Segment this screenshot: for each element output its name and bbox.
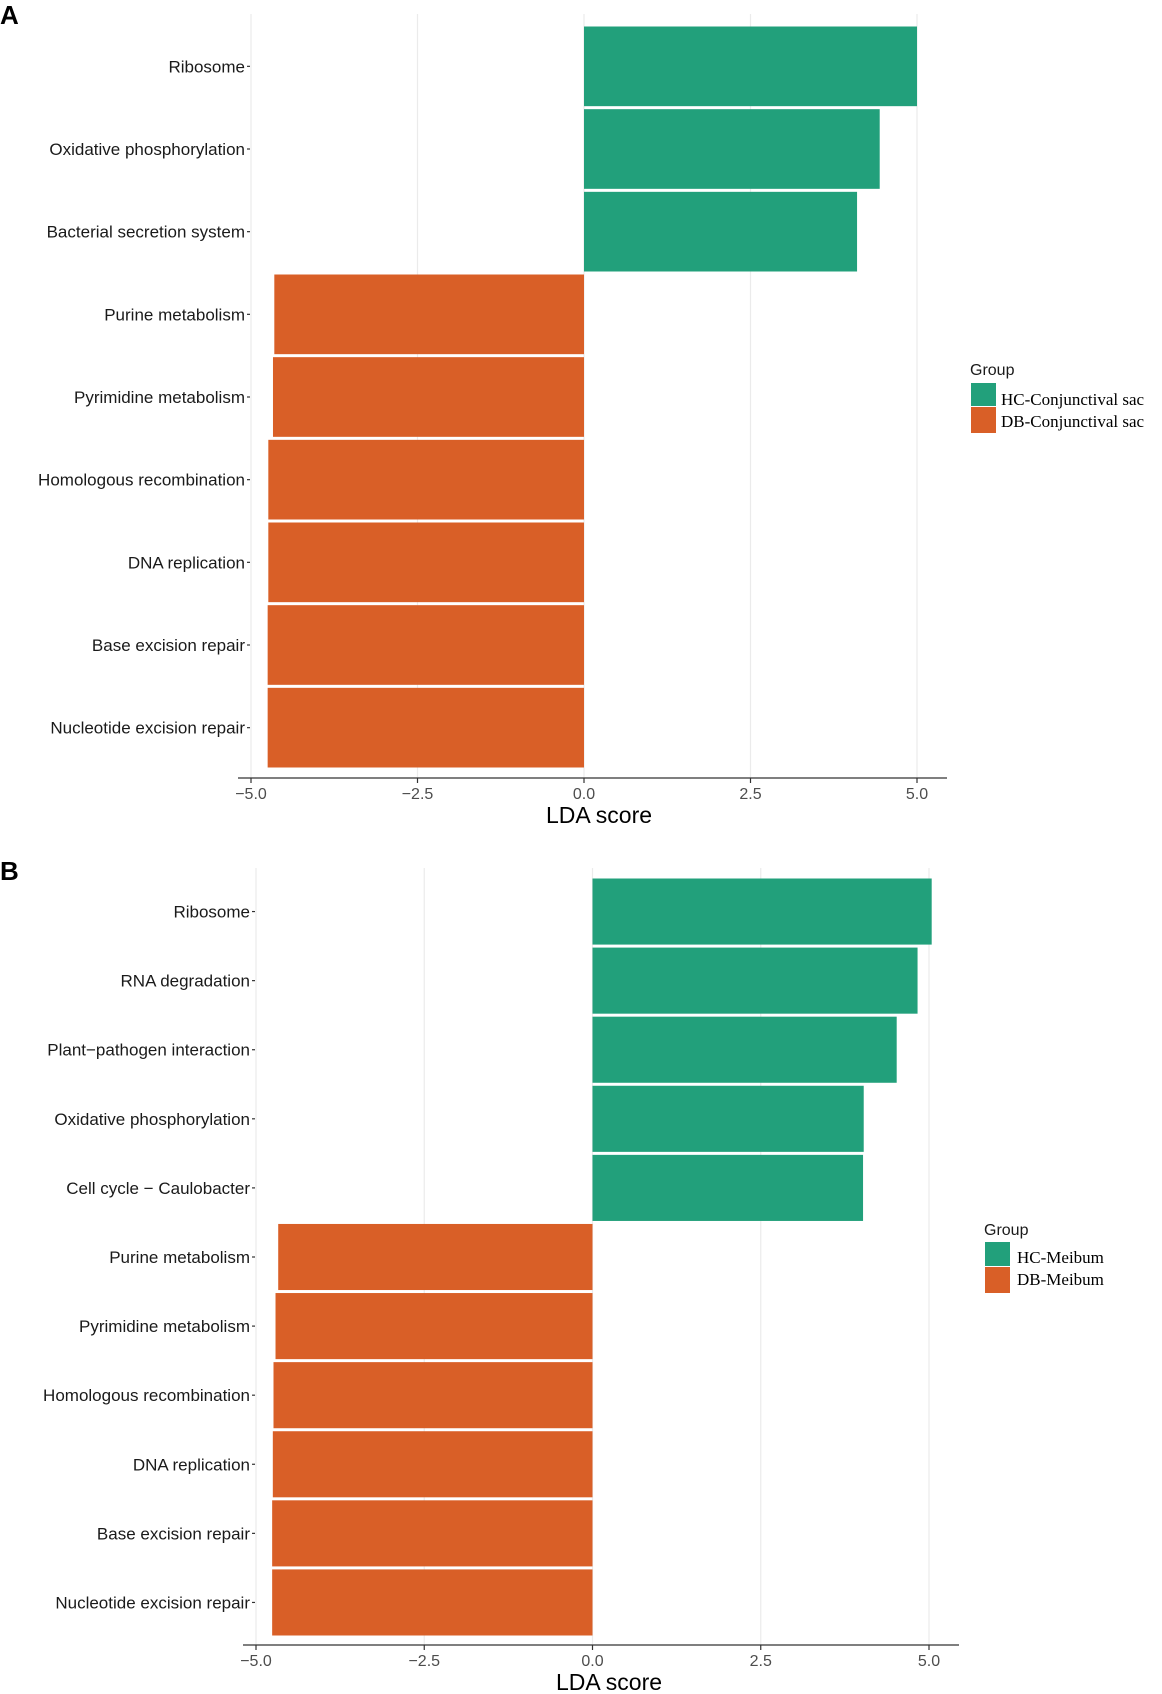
- panel-a-legend-label-hc: HC-Conjunctival sac: [1001, 390, 1145, 409]
- panel-b-legend: Group HC-Meibum DB-Meibum: [984, 1222, 1104, 1293]
- bar: [272, 357, 584, 437]
- category-label: Oxidative phosphorylation: [49, 140, 245, 159]
- category-label: DNA replication: [128, 553, 245, 572]
- bar: [584, 109, 880, 189]
- bar: [272, 1569, 593, 1636]
- category-label: Ribosome: [173, 903, 250, 922]
- x-tick-label: 2.5: [739, 786, 761, 803]
- panel-a-category-labels: Ribosome Oxidative phosphorylation Bacteri…: [38, 57, 250, 738]
- bar: [278, 1223, 593, 1291]
- x-tick-label: −2.5: [402, 786, 434, 803]
- category-label: Bacterial secretion system: [47, 223, 245, 242]
- panel-b-legend-swatch-hc: [985, 1242, 1010, 1266]
- category-label: Purine metabolism: [109, 1248, 250, 1267]
- panel-a-x-axis-title: LDA score: [546, 802, 652, 828]
- bar: [275, 1293, 593, 1360]
- category-label: Base excision repair: [97, 1524, 250, 1543]
- x-tick-label: −5.0: [240, 1653, 272, 1670]
- panel-b-legend-label-db: DB-Meibum: [1017, 1270, 1104, 1289]
- panel-a-legend-swatch-db: [971, 407, 996, 433]
- bar: [584, 26, 917, 107]
- x-tick-label: 5.0: [918, 1653, 940, 1670]
- bar: [592, 1085, 864, 1152]
- category-label: Ribosome: [168, 57, 245, 76]
- panel-b-legend-label-hc: HC-Meibum: [1017, 1248, 1104, 1267]
- category-label: Homologous recombination: [38, 471, 245, 490]
- category-label: Nucleotide excision repair: [50, 719, 245, 738]
- panel-a-letter: A: [0, 0, 19, 30]
- bar: [268, 439, 584, 520]
- panel-b-x-axis: −5.0 −2.5 0.0 2.5 5.0: [240, 1644, 959, 1670]
- category-label: Homologous recombination: [43, 1386, 250, 1405]
- bar: [267, 687, 584, 768]
- category-label: Plant−pathogen interaction: [47, 1041, 250, 1060]
- panel-a-legend-label-db: DB-Conjunctival sac: [1001, 412, 1145, 431]
- panel-a: A Ribosome Oxidative phosphorylation Bacte…: [0, 0, 1145, 828]
- panel-a-bars: [267, 26, 917, 768]
- x-tick-label: −2.5: [408, 1653, 440, 1670]
- bar: [272, 1500, 593, 1567]
- bar: [584, 191, 858, 272]
- panel-a-legend-title: Group: [970, 362, 1015, 379]
- panel-a-legend: Group HC-Conjunctival sac DB-Conjunctiva…: [970, 362, 1145, 433]
- bar: [273, 1362, 593, 1429]
- category-label: Cell cycle − Caulobacter: [66, 1179, 250, 1198]
- category-label: Pyrimidine metabolism: [79, 1317, 250, 1336]
- x-tick-label: 5.0: [906, 786, 928, 803]
- panel-b-bars: [272, 878, 932, 1636]
- bar: [268, 522, 584, 603]
- x-tick-label: 2.5: [750, 1653, 772, 1670]
- x-tick-label: 0.0: [581, 1653, 603, 1670]
- panel-a-legend-swatch-hc: [971, 383, 996, 406]
- bar: [592, 878, 932, 945]
- panel-b-letter: B: [0, 856, 19, 886]
- category-label: DNA replication: [133, 1455, 250, 1474]
- category-label: Pyrimidine metabolism: [74, 388, 245, 407]
- panel-b-x-axis-title: LDA score: [556, 1669, 662, 1694]
- panel-b: B Ribosome RNA degradation Plant−pathogen …: [0, 856, 1104, 1694]
- category-label: Purine metabolism: [104, 305, 245, 324]
- category-label: RNA degradation: [121, 972, 250, 991]
- panel-a-x-axis: −5.0 −2.5 0.0 2.5 5.0: [235, 777, 947, 803]
- bar: [592, 1016, 897, 1083]
- bar: [592, 947, 918, 1014]
- category-label: Oxidative phosphorylation: [54, 1110, 250, 1129]
- panel-b-legend-title: Group: [984, 1222, 1029, 1239]
- bar: [592, 1154, 864, 1221]
- panel-b-legend-swatch-db: [985, 1267, 1010, 1293]
- panel-b-category-labels: Ribosome RNA degradation Plant−pathogen in…: [43, 903, 255, 1612]
- x-tick-label: −5.0: [235, 786, 267, 803]
- category-label: Base excision repair: [92, 636, 245, 655]
- bar: [274, 274, 584, 355]
- bar: [272, 1431, 593, 1498]
- bar: [267, 605, 584, 685]
- x-tick-label: 0.0: [573, 786, 595, 803]
- category-label: Nucleotide excision repair: [55, 1593, 250, 1612]
